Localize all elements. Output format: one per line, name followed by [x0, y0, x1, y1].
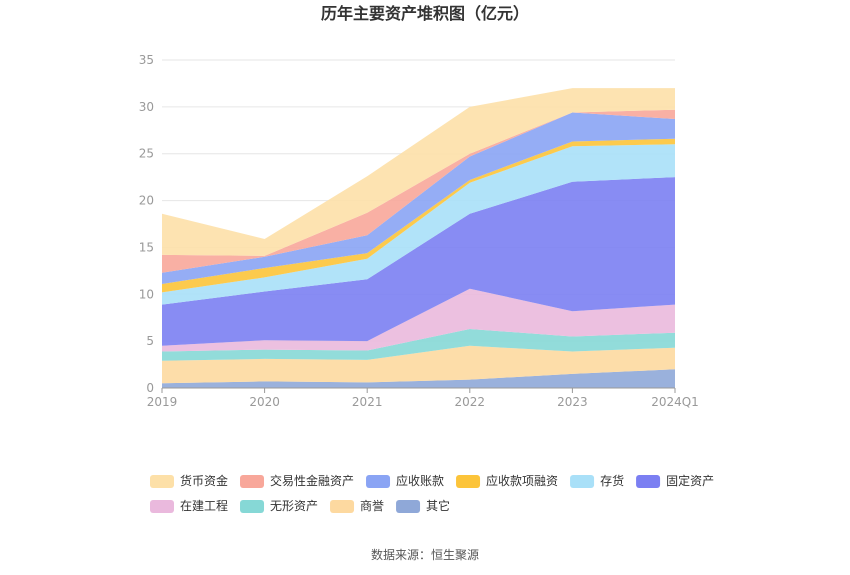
- area-series-1: [162, 345, 675, 384]
- y-tick-label: 20: [139, 194, 154, 208]
- legend-swatch: [456, 475, 481, 488]
- y-tick-label: 25: [139, 147, 154, 161]
- legend-label: 货币资金: [180, 473, 228, 488]
- x-tick-label: 2019: [147, 395, 178, 409]
- legend-label: 在建工程: [180, 498, 228, 513]
- chart-title: 历年主要资产堆积图（亿元）: [321, 4, 529, 23]
- legend-swatch: [636, 475, 661, 488]
- x-tick-label: 2022: [455, 395, 486, 409]
- legend-swatch: [570, 475, 595, 488]
- legend-swatch: [240, 475, 265, 488]
- legend-swatch: [150, 500, 174, 513]
- legend-swatch: [330, 500, 355, 513]
- legend-swatch: [240, 500, 265, 513]
- area-series-2: [162, 329, 675, 361]
- area-series-4: [162, 177, 675, 346]
- x-tick-label: 2023: [557, 395, 588, 409]
- area-series-3: [162, 288, 675, 352]
- source-note: 数据来源：恒生聚源: [371, 547, 479, 562]
- area-series: [162, 88, 675, 388]
- area-series-9: [162, 88, 675, 256]
- area-series-6: [162, 138, 675, 293]
- legend-label: 无形资产: [270, 499, 318, 513]
- x-tick-label: 2020: [249, 395, 280, 409]
- y-tick-label: 0: [146, 381, 154, 395]
- y-tick-label: 5: [146, 334, 154, 348]
- area-series-5: [162, 144, 675, 305]
- legend-swatch: [396, 500, 421, 513]
- legend-label: 其它: [426, 498, 450, 513]
- axes: 0 5 10 15 20 25 30 35 2019 2020 2021 2022 2023 2024Q1: [139, 53, 699, 409]
- y-tick-label: 15: [139, 240, 154, 254]
- area-series-0: [162, 369, 675, 388]
- area-series-7: [162, 112, 675, 284]
- legend-label: 交易性金融资产: [270, 473, 354, 488]
- legend-label: 应收款项融资: [486, 473, 558, 488]
- x-tick-label: 2021: [352, 395, 383, 409]
- legend-label: 存货: [600, 473, 624, 488]
- y-tick-label: 35: [139, 53, 154, 67]
- y-tick-label: 30: [139, 100, 154, 114]
- x-tick-label: 2024Q1: [651, 395, 699, 409]
- legend-label: 应收账款: [396, 473, 444, 488]
- legend-swatch: [366, 475, 391, 488]
- legend-label: 固定资产: [666, 473, 714, 488]
- y-tick-label: 10: [139, 287, 154, 301]
- legend-swatch: [150, 475, 174, 488]
- area-series-8: [162, 109, 675, 273]
- legend-label: 商誉: [360, 498, 384, 513]
